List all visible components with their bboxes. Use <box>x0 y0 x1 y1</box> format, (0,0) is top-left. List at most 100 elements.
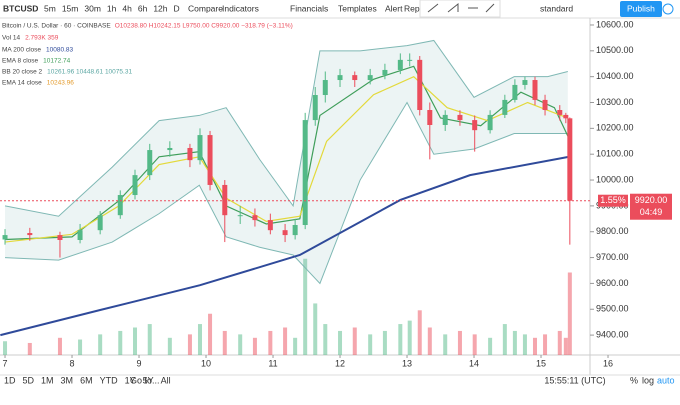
volume-bar <box>407 320 412 355</box>
volume-bar <box>532 337 537 355</box>
volume-bar <box>252 337 257 355</box>
candle-body <box>57 235 63 240</box>
y-tick-label: 10600.00 <box>596 19 634 29</box>
interval[interactable]: 4h <box>122 3 132 13</box>
bb-fill <box>5 40 568 284</box>
change-badge <box>598 194 628 207</box>
volume-bar <box>382 330 387 355</box>
range-button[interactable]: 6M <box>80 375 93 385</box>
volume-bar <box>208 313 213 355</box>
candle-body <box>382 69 388 76</box>
candle-body <box>2 235 8 240</box>
y-tick-label: 10200.00 <box>596 123 634 133</box>
y-tick-label: 10400.00 <box>596 71 634 81</box>
volume-bar <box>472 334 477 355</box>
y-tick-label: 9600.00 <box>596 278 629 288</box>
interval[interactable]: 5m <box>44 3 56 13</box>
candle-body <box>187 147 193 161</box>
interval[interactable]: D <box>174 3 180 13</box>
goto-button[interactable]: Go to... <box>130 375 160 385</box>
candle-body <box>237 215 243 217</box>
candle-body <box>222 184 228 216</box>
y-tick-label: 10100.00 <box>596 149 634 159</box>
volume-bar <box>417 310 422 355</box>
indicators-button[interactable]: Indicators <box>222 3 259 13</box>
range-button[interactable]: 5D <box>23 375 35 385</box>
range-button[interactable]: YTD <box>100 375 119 385</box>
countdown-label: 04:49 <box>640 207 663 217</box>
volume-bar <box>488 337 493 355</box>
volume-bar <box>222 330 227 355</box>
replay-button[interactable]: Rep <box>404 3 420 13</box>
replay-icon[interactable] <box>662 3 674 15</box>
x-tick-label: 15 <box>536 358 546 368</box>
interval[interactable]: 30m <box>84 3 101 13</box>
interval[interactable]: 15m <box>62 3 79 13</box>
volume-bar <box>502 324 507 355</box>
x-tick-label: 13 <box>402 358 412 368</box>
interval[interactable]: 1h <box>107 3 117 13</box>
legend-label: EMA 8 close <box>2 58 39 65</box>
candle-body <box>522 80 528 85</box>
clock: 15:55:11 (UTC) <box>544 375 605 385</box>
interval[interactable]: 6h <box>138 3 148 13</box>
volume-bar <box>167 337 172 355</box>
candle-body <box>77 230 83 240</box>
volume-bar <box>57 337 62 355</box>
volume-bar <box>303 258 308 355</box>
drawing-tools[interactable] <box>419 0 501 18</box>
volume-bar <box>557 330 562 355</box>
candle-body <box>252 215 258 221</box>
volume-bar <box>443 334 448 355</box>
volume-bar <box>522 334 527 355</box>
legend-value: 10172.74 <box>43 58 70 65</box>
candle-body <box>322 80 328 96</box>
layout-button[interactable]: standard <box>540 3 573 13</box>
legend-value: 2.793K 359 <box>25 35 59 42</box>
volume-bar <box>313 303 318 355</box>
candle-body <box>442 114 448 125</box>
x-tick-label: 8 <box>70 358 75 368</box>
candle-body <box>147 150 153 176</box>
alert-button[interactable]: Alert <box>385 3 403 13</box>
range-button[interactable]: 1M <box>41 375 54 385</box>
publish-label[interactable]: Publish <box>627 3 655 13</box>
interval[interactable]: 12h <box>153 3 167 13</box>
range-button[interactable]: 3M <box>61 375 74 385</box>
publish-button[interactable] <box>620 1 662 17</box>
candle-body <box>427 110 433 125</box>
symbol[interactable]: BTCUSD <box>3 3 38 13</box>
x-tick-label: 14 <box>469 358 479 368</box>
y-tick-label: 9500.00 <box>596 304 629 314</box>
range-button[interactable]: 1D <box>4 375 16 385</box>
bb-lower <box>5 101 568 285</box>
financials-button[interactable]: Financials <box>290 3 328 13</box>
compare-button[interactable]: Compare <box>188 3 223 13</box>
candle-body <box>312 95 318 121</box>
volume-bar <box>268 330 273 355</box>
candle-body <box>532 80 538 100</box>
range-button[interactable]: 1Y <box>125 375 136 385</box>
volume-bar <box>147 324 152 355</box>
volume-bar <box>338 330 343 355</box>
drawing-tool-icons <box>427 2 495 13</box>
templates-button[interactable]: Templates <box>338 3 377 13</box>
y-tick-label: 10000.00 <box>596 174 634 184</box>
volume-bar <box>512 330 517 355</box>
percent-toggle[interactable]: % <box>630 375 638 385</box>
log-toggle[interactable]: log <box>642 375 654 385</box>
x-tick-label: 7 <box>3 358 8 368</box>
legend-label: MA 200 close <box>2 47 41 54</box>
volume-bar <box>283 327 288 355</box>
candle-body <box>292 225 298 236</box>
candle-body <box>407 59 413 61</box>
candle-body <box>472 120 478 131</box>
price-badge <box>630 193 672 220</box>
candle-body <box>512 84 518 100</box>
auto-toggle[interactable]: auto <box>657 375 675 385</box>
range-button[interactable]: 5Y <box>143 375 154 385</box>
range-button[interactable]: All <box>161 375 171 385</box>
volume-bar <box>238 334 243 355</box>
top-toolbar <box>0 0 680 18</box>
